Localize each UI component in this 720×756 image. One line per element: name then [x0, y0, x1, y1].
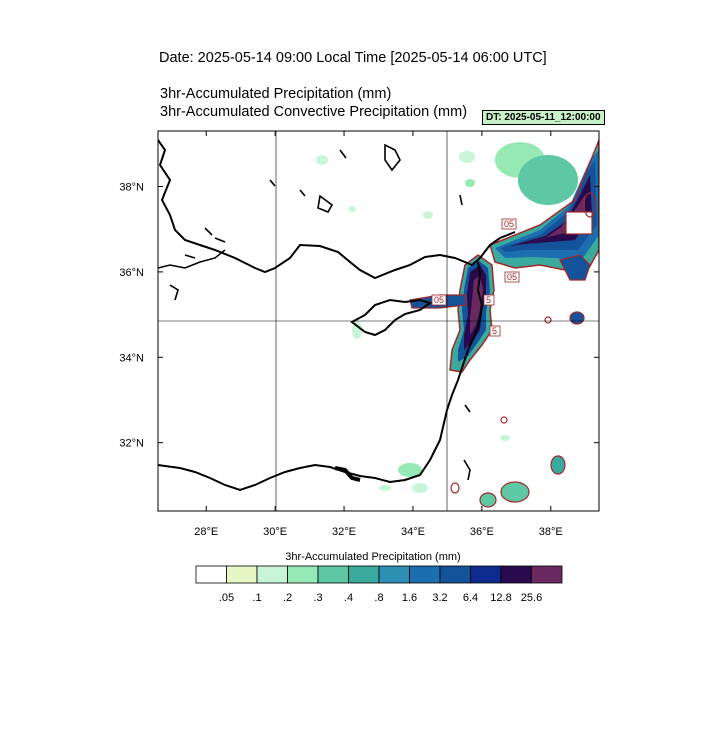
colorbar-level-label: .1 [252, 592, 261, 604]
colorbar-level-label: 3.2 [432, 592, 447, 604]
colorbar-level-label: .8 [374, 592, 383, 604]
grid-lines [158, 131, 599, 511]
colorbar-swatch [500, 565, 532, 584]
colorbar-swatch [409, 565, 441, 584]
colorbar-swatch [317, 565, 349, 584]
colorbar-swatch [287, 565, 319, 584]
delta-coastline [334, 466, 361, 482]
lon-label: 34°E [401, 526, 425, 538]
colorbar-swatch [256, 565, 288, 584]
contour-labels: 05 05 05 5 5 [431, 218, 520, 337]
colorbar-level-label: 6.4 [463, 592, 478, 604]
colorbar-labels: .05 .1 .2 .3 .4 .8 1.6 3.2 6.4 12.8 25.6 [219, 592, 542, 604]
aegean-islands [169, 143, 471, 481]
map-plot-area [158, 131, 599, 511]
axis-ticks [158, 131, 599, 511]
lon-label: 32°E [332, 526, 356, 538]
levant-precip-band [409, 254, 495, 373]
field-title-precip: 3hr-Accumulated Precipitation (mm) [160, 86, 392, 102]
colorbar [195, 565, 563, 584]
colorbar-swatch [439, 565, 471, 584]
lon-label: 38°E [539, 526, 563, 538]
cyprus-coastline [350, 298, 433, 337]
lat-label: 32°N [119, 438, 144, 450]
colorbar-level-label: .4 [344, 592, 353, 604]
contour-label: 5 [492, 326, 497, 336]
colorbar-swatch [195, 565, 227, 584]
heavy-precip-band [489, 139, 599, 281]
dt-label: DT: 2025-05-11_12:00:00 [482, 110, 605, 125]
colorbar-level-label: 12.8 [490, 592, 511, 604]
contour-label: 05 [434, 295, 444, 305]
lat-label: 38°N [119, 182, 144, 194]
colorbar-swatch [378, 565, 410, 584]
levant-coastline [158, 261, 484, 492]
contour-label: 5 [486, 295, 491, 305]
colorbar-level-label: .05 [219, 592, 234, 604]
anatolia-coastline [158, 139, 516, 280]
colorbar-swatch [226, 565, 258, 584]
map-frame [157, 130, 600, 512]
colorbar-level-label: 25.6 [521, 592, 542, 604]
colorbar-level-label: .3 [313, 592, 322, 604]
contour-label: 05 [504, 219, 514, 229]
lat-label: 36°N [119, 267, 144, 279]
lon-labels: 28°E 30°E 32°E 34°E 36°E 38°E [194, 526, 563, 538]
colorbar-title: 3hr-Accumulated Precipitation (mm) [285, 551, 461, 563]
lon-label: 36°E [470, 526, 494, 538]
coastlines [158, 139, 516, 492]
date-title: Date: 2025-05-14 09:00 Local Time [2025-… [159, 50, 547, 66]
lat-labels: 38°N 36°N 34°N 32°N [119, 182, 144, 450]
colorbar-swatch [470, 565, 502, 584]
lon-label: 28°E [194, 526, 218, 538]
colorbar-level-label: 1.6 [402, 592, 417, 604]
contour-label: 05 [507, 272, 517, 282]
lon-label: 30°E [263, 526, 287, 538]
lat-label: 34°N [119, 352, 144, 364]
colorbar-swatch [348, 565, 380, 584]
field-title-convective: 3hr-Accumulated Convective Precipitation… [160, 104, 468, 120]
colorbar-swatch [531, 565, 563, 584]
light-precip-patches [316, 142, 578, 493]
crete-coastline [158, 249, 226, 269]
colorbar-level-label: .2 [283, 592, 292, 604]
